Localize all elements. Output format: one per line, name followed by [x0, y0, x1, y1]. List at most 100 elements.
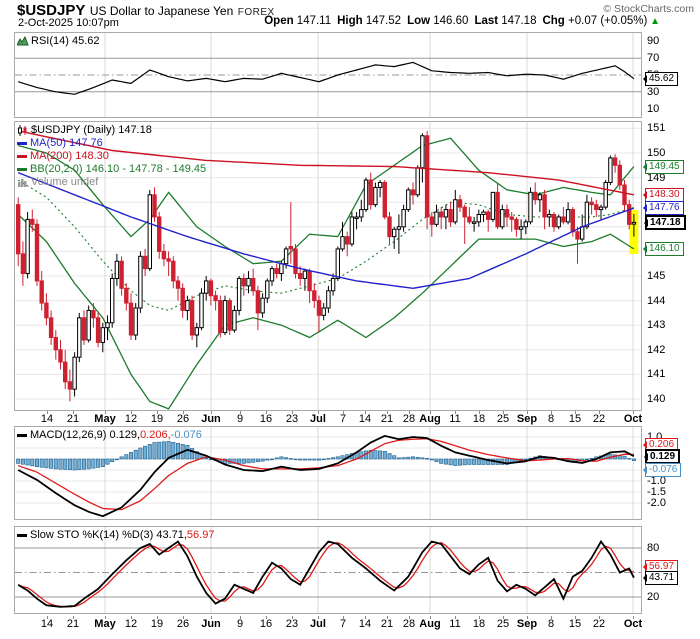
x-tick-mark [503, 616, 504, 619]
macd-axis-label: -2.0 [647, 497, 666, 509]
x-label-month: Jul [310, 413, 326, 425]
x-tick-mark [131, 616, 132, 619]
legend-text: -0.076 [170, 429, 202, 441]
main-axis-label: 141 [647, 368, 666, 381]
x-label-day: 8 [547, 413, 555, 425]
volume-icon [18, 179, 27, 187]
main-value-tag: 149.45 [643, 159, 684, 174]
x-tick-mark [503, 411, 504, 414]
symbol: $USDJPY [17, 2, 86, 19]
x-tick-mark [575, 411, 576, 414]
x-tick-mark [131, 411, 132, 414]
quote-label: Open [264, 15, 294, 27]
main-axis-label: 144 [647, 294, 666, 307]
legend-text: 56.97 [186, 529, 215, 541]
price-panel [14, 121, 642, 411]
candlestick-icon [18, 125, 27, 136]
x-label-day: 19 [150, 413, 164, 425]
x-label-day: 26 [176, 413, 190, 425]
rsi-axis-label: 70 [647, 52, 660, 65]
x-axis-bottom: 14 21 May 12 19 26 Jun 9 16 23 Jul 7 14 21 28 Aug 11 18 25… [0, 616, 700, 632]
legend-row: Slow STO %K(14) %D(3) 43.71, 56.97 [17, 529, 214, 542]
x-label-month: Oct [623, 618, 643, 630]
rsi-axis-label: 30 [647, 85, 660, 98]
x-tick-mark [409, 411, 410, 414]
x-label-day: 15 [568, 413, 582, 425]
x-tick-mark [479, 616, 480, 619]
legend-text: MA(200) 148.30 [30, 150, 109, 162]
rsi-value-tag: 45.62 [642, 71, 679, 86]
x-label-day: 16 [259, 618, 273, 630]
x-label-day: 21 [380, 618, 394, 630]
macd-panel [14, 426, 642, 520]
x-label-day: 18 [472, 413, 486, 425]
legend-text: RSI(14) 45.62 [31, 35, 100, 47]
x-label-day: 12 [124, 413, 138, 425]
x-tick-mark [318, 411, 319, 414]
x-label-day: 21 [66, 413, 80, 425]
x-label-day: 14 [358, 413, 372, 425]
legend-row: MACD(12,26,9) 0.129, 0.206, -0.076 [17, 429, 202, 442]
legend-row: MA(50) 147.76 [17, 137, 206, 150]
x-tick-mark [47, 616, 48, 619]
x-label-month: May [94, 413, 116, 425]
x-label-day: 14 [40, 618, 54, 630]
main-value-tag: 148.30 [643, 187, 684, 202]
sto-axis-label: 20 [647, 591, 660, 604]
x-tick-mark [318, 616, 319, 619]
legend-text: 0.206, [140, 429, 171, 441]
x-tick-mark [266, 616, 267, 619]
x-tick-mark [455, 411, 456, 414]
x-label-month: Sep [516, 618, 538, 630]
x-label-month: May [94, 618, 116, 630]
x-tick-mark [455, 616, 456, 619]
main-axis-label: 150 [647, 146, 666, 159]
stochastic-plot [15, 527, 641, 613]
quote-label: High [337, 15, 363, 27]
legend-text: MACD(12,26,9) 0.129, [30, 429, 141, 441]
quote-line: Open 147.11 High 147.52 Low 146.60 Last 147… [258, 15, 660, 27]
macd-plot [15, 427, 641, 519]
x-label-day: 23 [285, 618, 299, 630]
exchange-label: FOREX [237, 7, 275, 18]
main-value-tag: 147.76 [643, 201, 684, 216]
x-axis-middle: 14 21 May 12 19 26 Jun 9 16 23 Jul 7 14 21 28 Aug 11 18 25… [0, 411, 700, 427]
line-swatch-icon [17, 168, 27, 171]
x-label-day: 21 [66, 618, 80, 630]
legend-row: RSI(14) 45.62 [17, 35, 99, 48]
chart-datetime: 2-Oct-2025 10:07pm [18, 17, 119, 29]
x-label-month: Jun [201, 618, 221, 630]
candles [16, 130, 637, 402]
x-tick-mark [157, 411, 158, 414]
rsi-panel [14, 32, 642, 118]
price-plot [15, 122, 641, 410]
x-tick-mark [105, 616, 106, 619]
sto-axis-label: 80 [647, 542, 660, 555]
symbol-description: US Dollar to Japanese Yen [89, 4, 234, 18]
x-tick-mark [633, 411, 634, 414]
line-swatch-icon [17, 142, 27, 145]
rsi-legend: RSI(14) 45.62 [17, 35, 99, 48]
x-label-day: 28 [402, 618, 416, 630]
x-tick-mark [365, 411, 366, 414]
up-arrow-icon: ▲ [647, 16, 660, 27]
x-label-day: 14 [40, 413, 54, 425]
legend-text: MA(50) 147.76 [30, 137, 103, 149]
x-tick-mark [73, 411, 74, 414]
rsi-axis-label: 10 [647, 102, 660, 115]
x-tick-mark [527, 411, 528, 414]
main-axis-label: 149 [647, 171, 666, 184]
x-label-month: Aug [419, 618, 441, 630]
rsi-line [18, 61, 635, 95]
x-label-day: 26 [176, 618, 190, 630]
x-tick-mark [343, 411, 344, 414]
x-label-day: 21 [380, 413, 394, 425]
x-label-day: 7 [339, 618, 347, 630]
macd-value-tag: 0.129 [643, 449, 681, 465]
x-label-month: Aug [419, 413, 441, 425]
macd-legend: MACD(12,26,9) 0.129, 0.206, -0.076 [17, 429, 202, 442]
x-label-day: 9 [236, 413, 244, 425]
x-tick-mark [479, 411, 480, 414]
x-label-day: 12 [124, 618, 138, 630]
